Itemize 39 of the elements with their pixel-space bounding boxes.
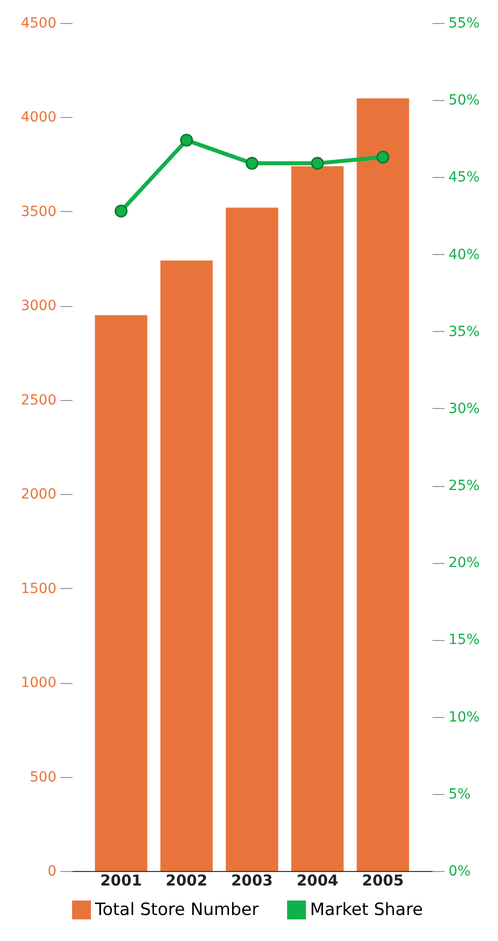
- y-tick-label: 4000: [20, 110, 56, 126]
- y-tick-label: 0: [48, 864, 56, 880]
- x-tick-label: 2004: [296, 872, 338, 890]
- y-tick-label: 2000: [20, 486, 56, 503]
- x-tick-label: 2001: [100, 872, 142, 890]
- point: [114, 204, 128, 218]
- y2-tick-label: 25%: [448, 478, 480, 494]
- bar: [226, 208, 278, 871]
- y-tick-label: 1500: [20, 580, 56, 597]
- y2-tick-label: 10%: [448, 709, 480, 726]
- y-tick-label: 2500: [20, 392, 56, 408]
- y2-tick-label: 20%: [448, 555, 480, 572]
- y2-tick-label: 15%: [448, 632, 480, 648]
- x-tick-label: 2003: [231, 872, 273, 890]
- y2-tick-label: 45%: [448, 170, 480, 186]
- y2-tick-label: 35%: [448, 324, 480, 340]
- bar: [356, 98, 410, 871]
- y2-tick-label: 5%: [448, 786, 471, 802]
- bar: [291, 166, 344, 871]
- y2-tick-label: 0%: [448, 864, 471, 880]
- x-tick-label: 2005: [362, 872, 404, 890]
- y2-tick-label: 40%: [448, 246, 480, 263]
- point: [311, 156, 324, 170]
- y-tick-label: 3500: [20, 204, 56, 220]
- y2-tick-label: 55%: [448, 16, 480, 32]
- legend-label: Market Share: [310, 900, 423, 920]
- y-tick-label: 500: [30, 769, 56, 786]
- y-tick-label: 3000: [20, 298, 56, 314]
- y2-tick-label: 30%: [448, 400, 480, 417]
- legend-label: Total Store Number: [94, 900, 259, 920]
- point: [180, 134, 193, 147]
- bar: [94, 315, 148, 871]
- bar: [160, 260, 213, 871]
- y2-tick-label: 50%: [448, 92, 480, 109]
- x-tick-label: 2002: [166, 872, 208, 890]
- y-tick-label: 4500: [20, 16, 56, 32]
- point: [246, 156, 258, 170]
- point: [376, 150, 390, 164]
- y-tick-label: 1000: [20, 675, 56, 692]
